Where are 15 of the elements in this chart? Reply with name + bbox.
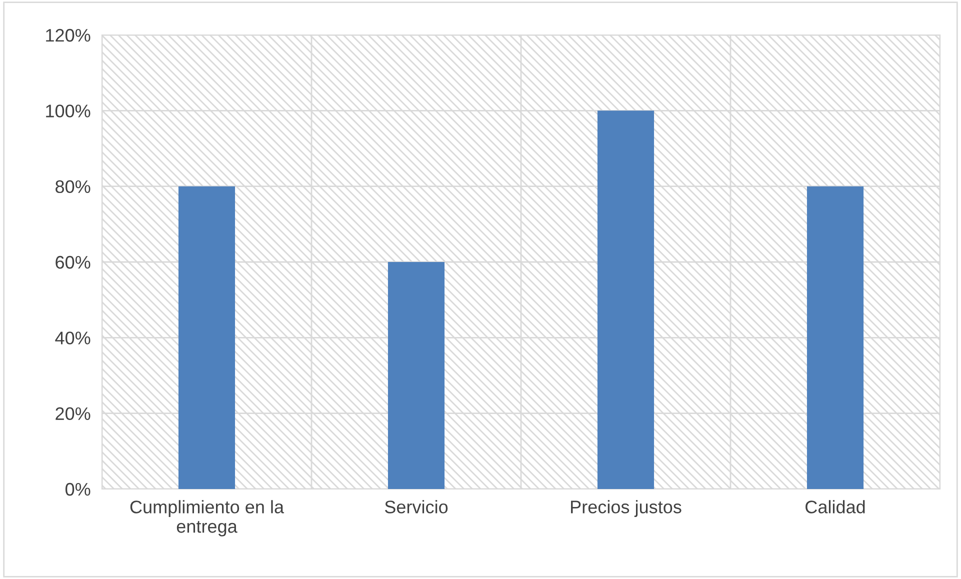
x-tick-label: Cumplimiento en la entrega xyxy=(130,500,284,536)
y-tick-label: 100% xyxy=(46,104,90,118)
y-tick-label: 80% xyxy=(56,180,90,194)
y-tick-label: 0% xyxy=(66,482,90,496)
y-tick-label: 20% xyxy=(56,407,90,420)
x-tick-label: Servicio xyxy=(384,500,448,514)
bar xyxy=(597,110,654,489)
x-tick-label: Calidad xyxy=(806,500,865,514)
y-tick-label: 40% xyxy=(55,332,90,344)
y-tick-label: 120% xyxy=(46,28,90,42)
bar xyxy=(388,262,445,489)
bar xyxy=(178,186,236,489)
y-tick-label: 60% xyxy=(56,256,90,269)
x-tick-label: Precios justos xyxy=(571,500,682,517)
bar xyxy=(806,186,864,489)
